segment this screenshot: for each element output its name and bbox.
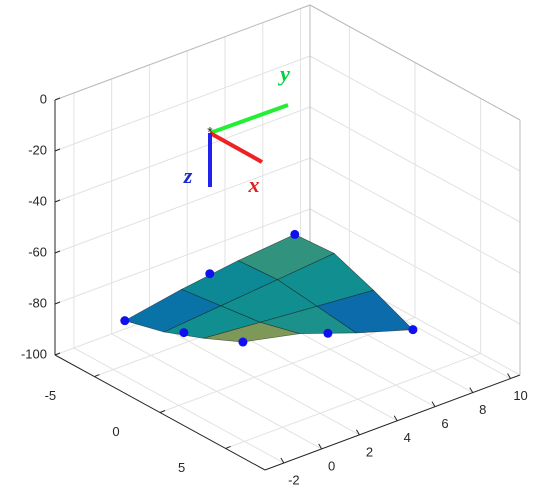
grid-line bbox=[54, 208, 311, 305]
tick-mark bbox=[54, 352, 61, 356]
x-tick-label: 6 bbox=[441, 416, 448, 431]
grid-line bbox=[54, 55, 311, 152]
axis-line bbox=[264, 374, 521, 471]
x-tick-label: 0 bbox=[328, 458, 335, 473]
grid-line bbox=[309, 208, 521, 325]
tick-mark bbox=[54, 199, 61, 203]
triad-x bbox=[209, 131, 263, 164]
tick-mark bbox=[431, 401, 436, 407]
tick-mark bbox=[159, 410, 166, 413]
surface bbox=[124, 234, 414, 343]
y-tick-label: 0 bbox=[112, 424, 119, 439]
triad-origin: * bbox=[207, 124, 213, 140]
marker bbox=[323, 328, 333, 338]
tick-mark bbox=[318, 443, 323, 450]
marker bbox=[290, 229, 300, 239]
axis-line bbox=[309, 4, 521, 121]
z-tick-label: -20 bbox=[28, 142, 47, 157]
grid-line bbox=[54, 106, 311, 203]
grid bbox=[54, 4, 521, 471]
grid-line bbox=[309, 55, 521, 172]
x-tick-label: 10 bbox=[513, 388, 527, 403]
z-tick-label: 0 bbox=[40, 91, 47, 106]
tick-mark bbox=[225, 445, 231, 449]
x-tick-label: 8 bbox=[479, 402, 486, 417]
tick-mark bbox=[356, 429, 360, 436]
z-tick-label: -60 bbox=[28, 244, 47, 259]
axis-line bbox=[54, 4, 311, 101]
surface-patch bbox=[203, 321, 300, 343]
y-tick-label: 5 bbox=[178, 460, 185, 475]
marker bbox=[205, 269, 215, 279]
annotation: x bbox=[248, 172, 260, 197]
tick-mark bbox=[280, 457, 285, 464]
marker bbox=[238, 337, 248, 347]
tick-mark bbox=[94, 374, 100, 378]
tick-mark bbox=[54, 301, 61, 305]
tick-mark bbox=[54, 97, 61, 101]
marker bbox=[408, 325, 418, 335]
marker bbox=[120, 316, 130, 326]
tick-mark bbox=[469, 387, 474, 393]
markers bbox=[120, 229, 418, 347]
grid-line bbox=[159, 317, 416, 413]
x-tick-label: 4 bbox=[404, 430, 411, 445]
x-tick-label: -2 bbox=[288, 472, 300, 487]
tick-mark bbox=[507, 373, 511, 379]
triad-y bbox=[209, 103, 289, 135]
x-tick-label: 2 bbox=[366, 444, 373, 459]
grid-line bbox=[225, 352, 481, 449]
y-tick-label: -5 bbox=[45, 388, 57, 403]
z-tick-label: -80 bbox=[28, 295, 47, 310]
frame-triad: * y x z bbox=[183, 61, 290, 197]
grid-line bbox=[309, 157, 521, 274]
marker bbox=[179, 328, 189, 338]
z-tick-label: -100 bbox=[21, 346, 47, 361]
tick-mark bbox=[54, 148, 61, 152]
grid-line bbox=[309, 106, 521, 223]
tick-mark bbox=[393, 415, 398, 421]
grid-line bbox=[54, 157, 311, 254]
tick-mark bbox=[54, 250, 61, 254]
annotation: z bbox=[183, 163, 193, 188]
annotation: y bbox=[277, 61, 290, 86]
z-tick-label: -40 bbox=[28, 193, 47, 208]
